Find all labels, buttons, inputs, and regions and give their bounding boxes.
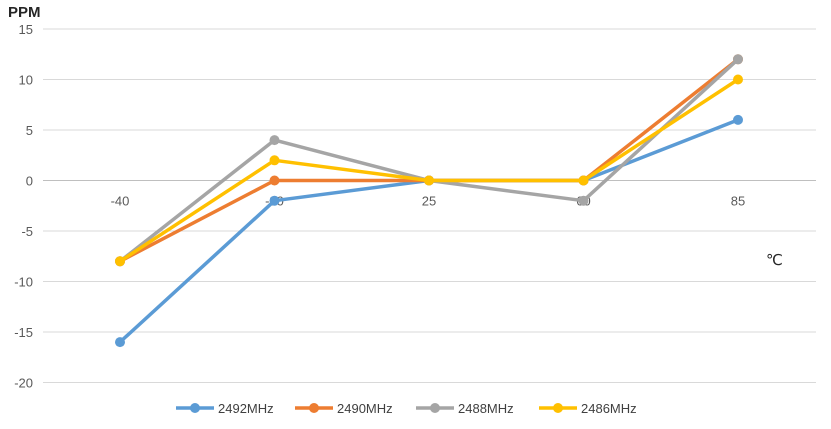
y-tick-label: 0 (26, 174, 33, 189)
data-point (578, 175, 589, 186)
x-axis-unit: ℃ (766, 251, 783, 269)
data-point (733, 54, 743, 65)
y-tick-label: 15 (19, 22, 33, 37)
y-tick-label: -5 (21, 224, 33, 239)
grid-lines (43, 28, 816, 383)
data-point (115, 337, 125, 348)
y-tick-label: 5 (26, 123, 33, 138)
data-point (733, 74, 743, 85)
series-lines (115, 54, 743, 348)
legend: 2492MHz 2490MHz 2488MHz 2486MHz (176, 401, 637, 416)
y-tick-label: -10 (14, 275, 33, 290)
data-point (269, 155, 280, 166)
data-point (269, 135, 280, 146)
y-tick-label: 10 (19, 73, 33, 88)
x-tick-label: 25 (422, 194, 436, 209)
data-point (269, 175, 280, 186)
data-point (269, 195, 280, 206)
data-point (115, 256, 125, 267)
x-tick-label: 85 (731, 194, 745, 209)
legend-swatch-marker (190, 403, 200, 413)
series-line (118, 77, 740, 264)
legend-label: 2488MHz (458, 401, 514, 416)
data-point (733, 114, 743, 125)
legend-swatch-marker (430, 403, 440, 413)
legend-label: 2492MHz (218, 401, 274, 416)
legend-label: 2490MHz (337, 401, 393, 416)
legend-swatch-marker (553, 403, 563, 413)
legend-label: 2486MHz (581, 401, 637, 416)
legend-swatch-marker (309, 403, 319, 413)
y-axis-title: PPM (8, 4, 41, 21)
x-tick-label: -40 (111, 194, 130, 209)
y-tick-label: -15 (14, 325, 33, 340)
data-point (424, 175, 434, 186)
data-point (578, 195, 589, 206)
y-tick-label: -20 (14, 376, 33, 391)
y-axis-ticks: 15 10 5 0 -5 -10 -15 -20 (14, 22, 33, 391)
